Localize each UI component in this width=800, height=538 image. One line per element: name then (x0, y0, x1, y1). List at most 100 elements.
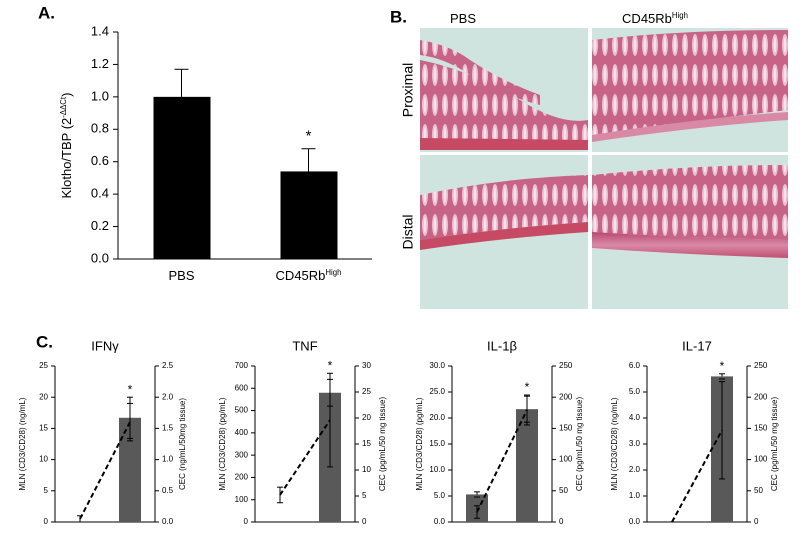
y-tick-label: 100 (754, 455, 768, 464)
y-tick-label: 30.0 (429, 361, 445, 370)
y-tick-label: 25.0 (429, 387, 445, 396)
line (279, 419, 331, 496)
y-tick-label: 20 (39, 392, 48, 401)
y-tick-label: 250 (559, 361, 573, 370)
y-axis-label: MLN (CD3/CD28) (ng/mL) (610, 397, 619, 490)
y-axis-label: MLN (CD3/CD28) (pg/mL) (415, 397, 424, 490)
y-tick-label: 300 (235, 450, 249, 459)
y-tick-label: 1.5 (162, 424, 174, 433)
muscle-layer (592, 232, 788, 258)
y-tick-label: 100 (559, 455, 573, 464)
y-tick-label: 1.2 (91, 56, 109, 71)
y-tick-label: 0 (754, 517, 759, 526)
muscle-layer (592, 112, 788, 142)
y-tick-label: 0.2 (91, 218, 109, 233)
tissue (592, 30, 788, 135)
y2-axis-label: CEC (pg/mL/50 mg tissue) (575, 397, 584, 492)
y-tick-label: 2.0 (162, 392, 174, 401)
y-tick-label: 4.0 (629, 413, 641, 422)
y2-axis-label: CEC (pg/mL/50 mg tissue) (378, 397, 387, 492)
tissue (420, 175, 588, 240)
y-tick-label: 0 (244, 517, 249, 526)
text-span: PBS (168, 268, 194, 283)
superscript: High (672, 11, 688, 20)
text-span: CD45Rb (622, 11, 672, 26)
panel-label: B. (390, 7, 407, 26)
y-tick-label: 1.4 (91, 23, 109, 38)
tissue (420, 60, 588, 150)
chart-title: TNF (292, 338, 317, 353)
muscle-layer (420, 138, 588, 150)
y-tick-label: 0 (559, 517, 564, 526)
text-span: ) (59, 93, 74, 97)
row-label: Distal (400, 214, 416, 249)
x-tick-label: CD45RbHigh (276, 268, 342, 284)
y-tick-label: 500 (235, 406, 249, 415)
y-tick-label: 50 (559, 486, 568, 495)
y-tick-label: 100 (235, 495, 249, 504)
text-span: Klotho/TBP (2 (59, 118, 74, 199)
y-tick-label: 15.0 (429, 439, 445, 448)
y-tick-label: 700 (235, 361, 249, 370)
text-span: PBS (450, 11, 476, 26)
panel-label: C. (36, 332, 53, 351)
line (476, 409, 528, 513)
x-tick-label: PBS (168, 268, 194, 283)
y-tick-label: 15 (362, 439, 371, 448)
muscle-layer (420, 222, 588, 250)
y-tick-label: 150 (559, 424, 573, 433)
y-tick-label: 0.6 (91, 153, 109, 168)
y-tick-label: 15 (39, 424, 48, 433)
y-tick-label: 0.5 (162, 486, 174, 495)
y-axis-label: Klotho/TBP (2-ΔΔCt) (59, 93, 75, 199)
y-tick-label: 25 (39, 361, 48, 370)
y-tick-label: 0.0 (162, 517, 174, 526)
chart-title: IFNγ (91, 338, 119, 353)
tissue (420, 40, 540, 105)
y-tick-label: 10 (362, 465, 371, 474)
histology-images (420, 28, 788, 309)
y-tick-label: 0.0 (91, 250, 109, 265)
y-tick-label: 0.8 (91, 121, 109, 136)
significance-mark: * (328, 358, 333, 372)
y-tick-label: 600 (235, 383, 249, 392)
y-tick-label: 6.0 (629, 361, 641, 370)
significance-mark: * (306, 128, 312, 145)
text-span: CD45Rb (276, 268, 326, 283)
y-tick-label: 1.0 (629, 491, 641, 500)
y-tick-label: 1.0 (91, 88, 109, 103)
y-tick-label: 20 (362, 413, 371, 422)
y-tick-label: 10 (39, 455, 48, 464)
y-tick-label: 200 (235, 473, 249, 482)
y-tick-label: 0.0 (629, 517, 641, 526)
y2-axis-label: CEC (ng/mL/50mg tissue) (178, 398, 187, 490)
superscript: High (325, 268, 341, 277)
chart-title: IL-1β (487, 338, 517, 353)
tissue (592, 165, 788, 240)
y-tick-label: 150 (754, 424, 768, 433)
significance-mark: * (720, 359, 725, 373)
y-tick-label: 0 (362, 517, 367, 526)
bar (153, 96, 211, 259)
y-tick-label: 5 (362, 491, 367, 500)
superscript: -ΔΔCt (59, 96, 68, 118)
y-tick-label: 5.0 (629, 387, 641, 396)
y-tick-label: 1.0 (162, 455, 174, 464)
y2-axis-label: CEC (pg/mL/50 mg tissue) (770, 397, 779, 492)
y-tick-label: 200 (559, 392, 573, 401)
y-tick-label: 50 (754, 486, 763, 495)
line (79, 421, 131, 520)
y-tick-label: 30 (362, 361, 371, 370)
panel-label: A. (38, 3, 55, 22)
column-label: PBS (450, 11, 476, 26)
significance-mark: * (128, 382, 133, 396)
y-tick-label: 0 (44, 517, 49, 526)
row-label: Proximal (400, 63, 416, 117)
y-tick-label: 10.0 (429, 465, 445, 474)
chart-title: IL-17 (682, 338, 712, 353)
y-tick-label: 0.4 (91, 186, 109, 201)
y-tick-label: 25 (362, 387, 371, 396)
y-tick-label: 2.5 (162, 361, 174, 370)
